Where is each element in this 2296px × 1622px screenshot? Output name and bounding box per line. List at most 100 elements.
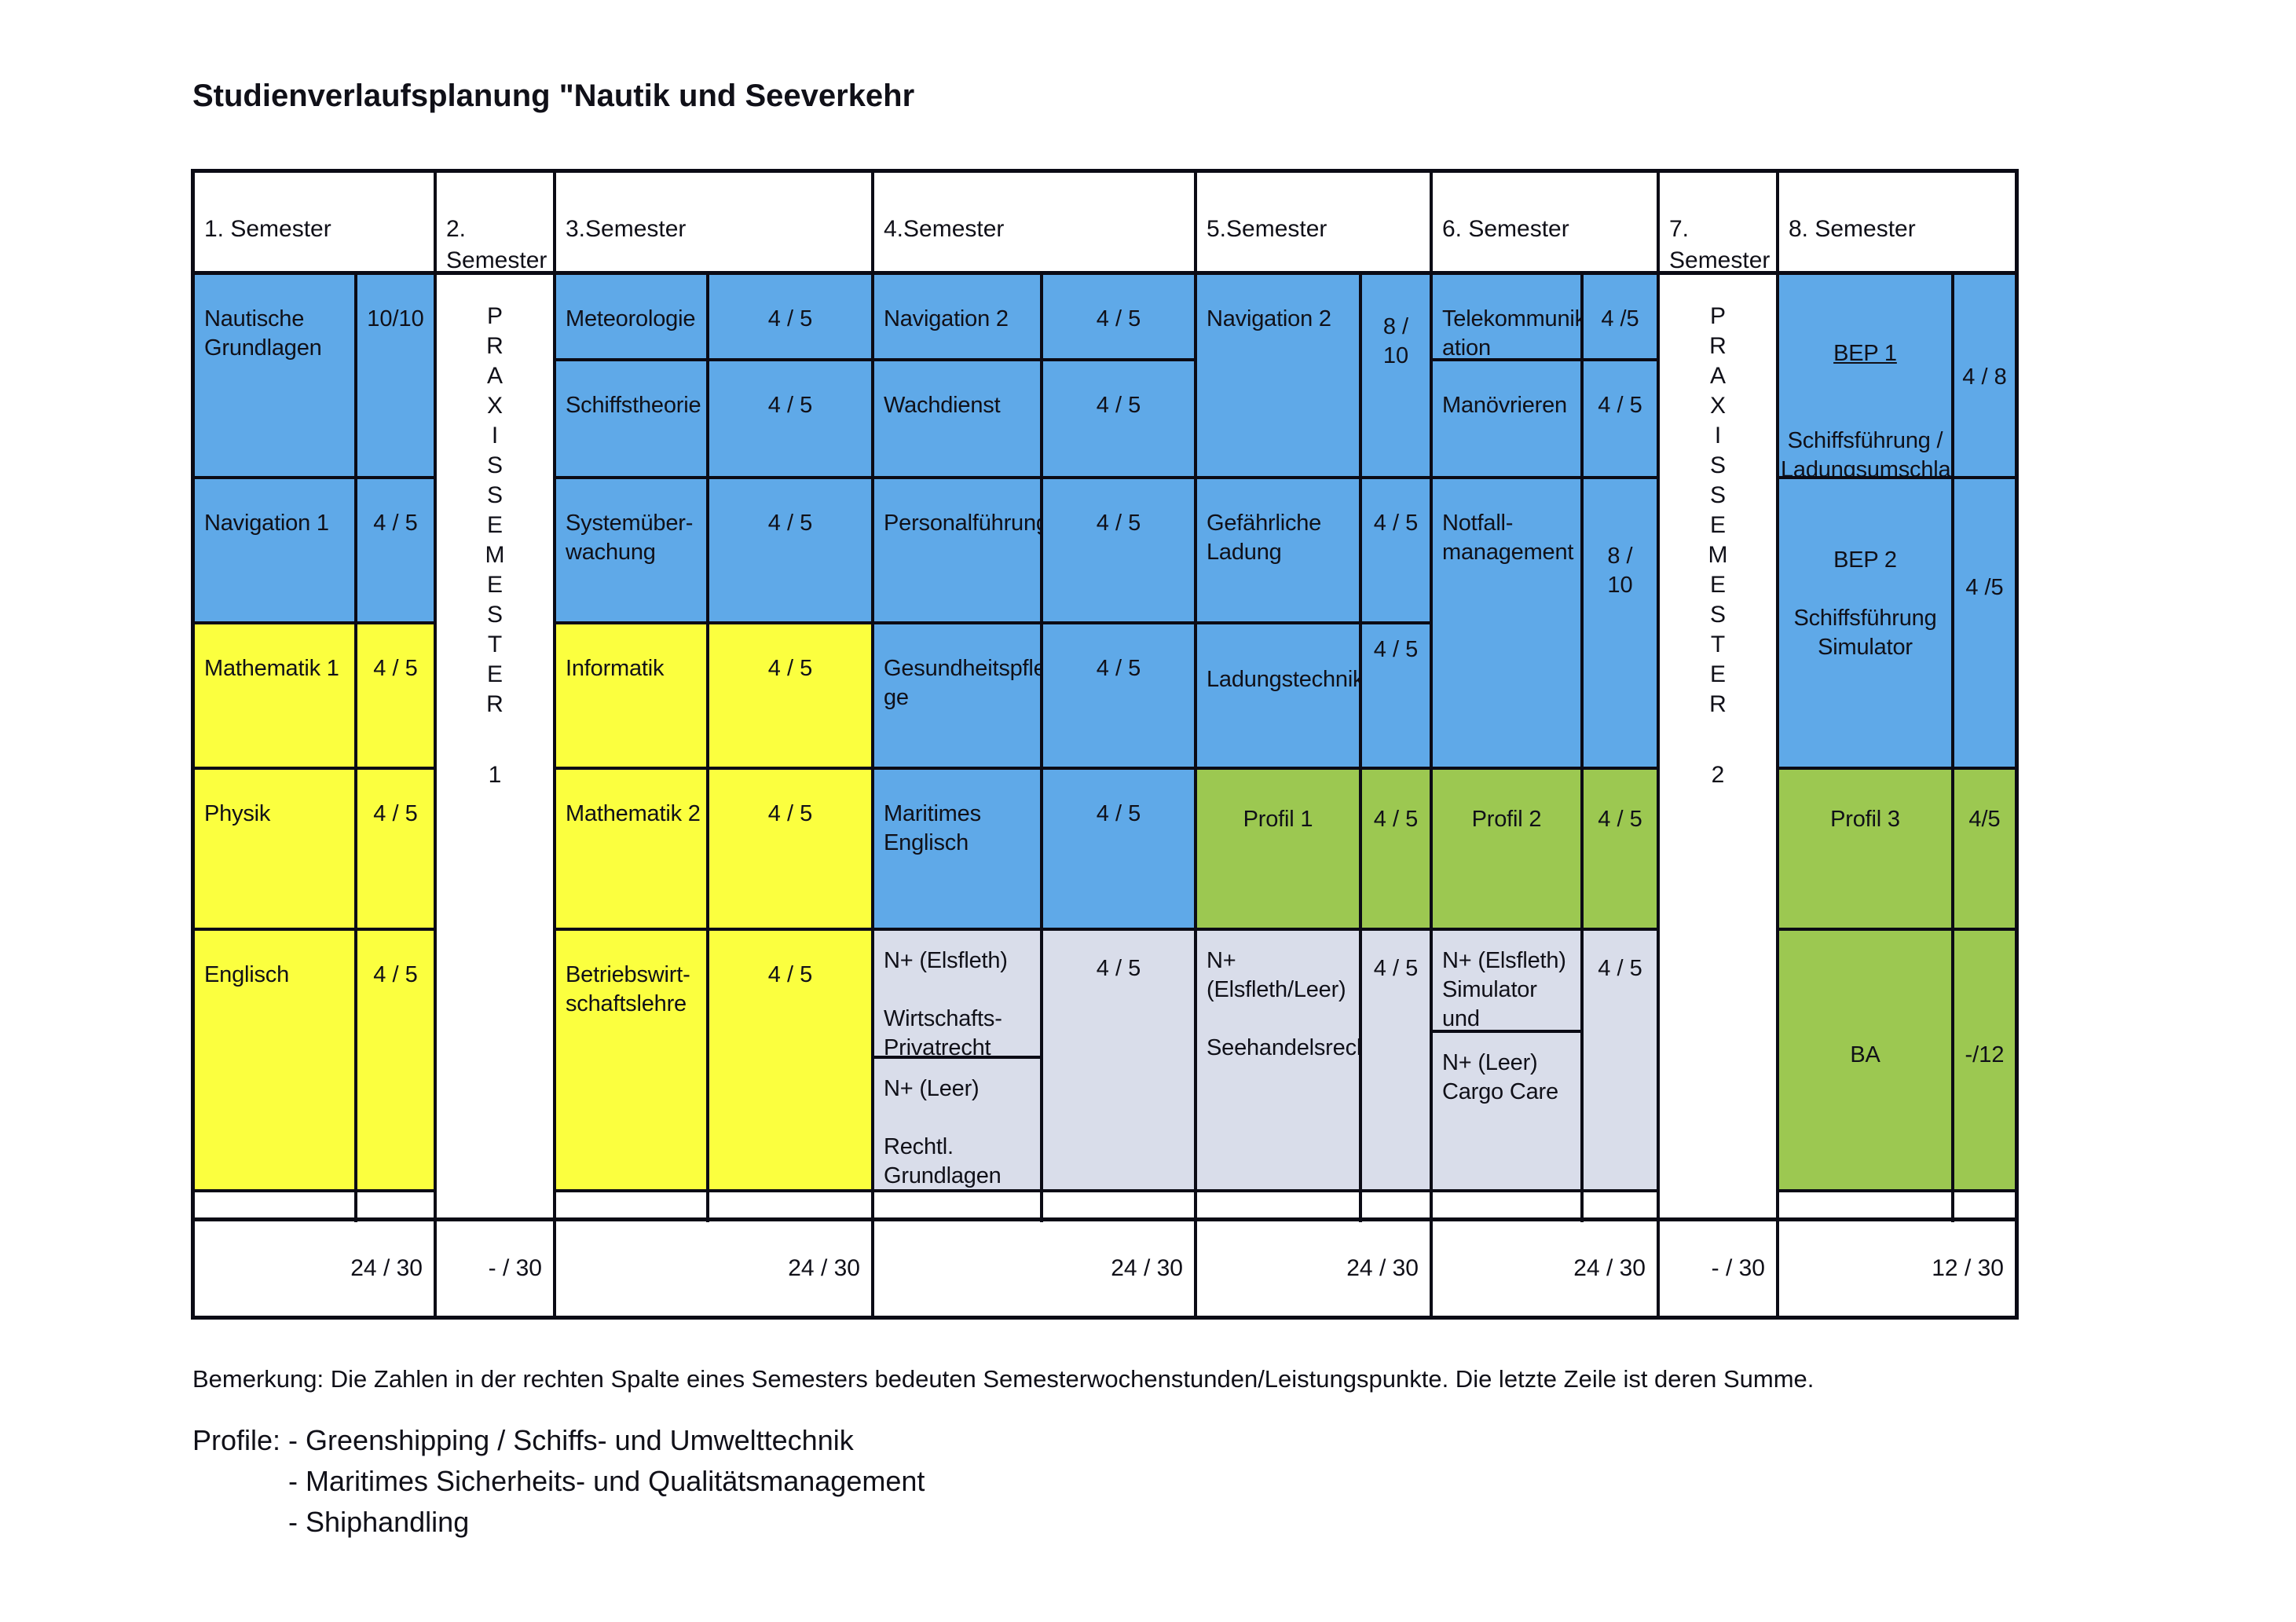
row-navigation-1: Navigation 1 4 / 5: [195, 479, 434, 624]
column-semester-7: 7. Semester P R A X I S S E M E S T E R …: [1660, 173, 1779, 1316]
row-profil-3: Profil 3 4/5: [1779, 770, 2015, 931]
praxissemester-2-number: 2: [1711, 762, 1725, 788]
row-nplus-simulator-cargo: N+ (Elsfleth) Simulator und Ausbildungsf…: [1433, 931, 1657, 1192]
praxissemester-2-letters: P R A X I S S E M E S T E R: [1708, 303, 1728, 717]
total-semester-8: 12 / 30: [1932, 1255, 2004, 1281]
cell-mathematik-1: Mathematik 1: [195, 624, 357, 767]
cell-praxissemester-1: P R A X I S S E M E S T E R 1: [437, 275, 553, 1221]
credits-maritimes-englisch: 4 / 5: [1043, 770, 1194, 928]
row-nautische-grundlagen: Nautische Grundlagen 10/10: [195, 275, 434, 479]
row-ba: BA -/12: [1779, 931, 2015, 1192]
credits-manoevrieren: 4 / 5: [1584, 361, 1657, 476]
spacer-row: [195, 1192, 434, 1222]
cell-gefaehrliche-ladung: Gefährliche Ladung: [1197, 479, 1362, 621]
column-semester-6: 6. Semester Telekommunik ation 4 /5 Manö…: [1433, 173, 1660, 1316]
praxissemester-1-number: 1: [488, 762, 502, 788]
spacer-row: [874, 1192, 1194, 1222]
remark-text: Bemerkung: Die Zahlen in der rechten Spa…: [192, 1365, 1814, 1393]
column-semester-8: 8. Semester BEP 1 Schiffsführung / Ladun…: [1779, 173, 2015, 1316]
cell-wachdienst: Wachdienst: [874, 361, 1043, 476]
profile-item-greenshipping: - Greenshipping / Schiffs- und Umwelttec…: [288, 1424, 854, 1456]
header-semester-8: 8. Semester: [1779, 173, 2015, 275]
praxissemester-1-letters: P R A X I S S E M E S T E R: [485, 303, 505, 717]
cell-profil-3: Profil 3: [1779, 770, 1954, 928]
spacer-row: [1433, 1192, 1657, 1222]
total-semester-6: 24 / 30: [1573, 1255, 1646, 1281]
profile-label: Profile:: [192, 1424, 281, 1456]
total-semester-4: 24 / 30: [1111, 1255, 1183, 1281]
cell-systemueberwachung: Systemüber- wachung: [556, 479, 709, 621]
credits-wachdienst: 4 / 5: [1043, 361, 1194, 476]
cell-englisch: Englisch: [195, 931, 357, 1189]
cell-navigation-1: Navigation 1: [195, 479, 357, 621]
profile-item-shiphandling: - Shiphandling: [288, 1506, 470, 1538]
credits-profil-3: 4/5: [1954, 770, 2015, 928]
row-manoevrieren: Manövrieren 4 / 5: [1433, 361, 1657, 479]
spacer-row: [556, 1192, 871, 1222]
credits-nplus-seehandelsrecht: 4 / 5: [1362, 931, 1430, 1189]
credits-gefaehrliche-ladung: 4 / 5: [1362, 479, 1430, 621]
cell-nplus-elsfleth-wirtschafts-privatrecht: N+ (Elsfleth) Wirtschafts- Privatrecht: [874, 931, 1040, 1059]
cell-profil-2: Profil 2: [1433, 770, 1584, 928]
cell-physik: Physik: [195, 770, 357, 928]
total-semester-1: 24 / 30: [350, 1255, 423, 1281]
row-profil-2: Profil 2 4 / 5: [1433, 770, 1657, 931]
credits-informatik: 4 / 5: [709, 624, 871, 767]
credits-navigation-1: 4 / 5: [357, 479, 434, 621]
header-semester-4: 4.Semester: [874, 173, 1194, 275]
credits-meteorologie: 4 / 5: [709, 275, 871, 358]
cell-personalfuehrung: Personalführung: [874, 479, 1043, 621]
credits-nplus-simulator-cargo: 4 / 5: [1584, 931, 1657, 1189]
study-plan-table: 1. Semester Nautische Grundlagen 10/10 N…: [191, 169, 2019, 1320]
column-semester-3: 3.Semester Meteorologie 4 / 5 Schiffsthe…: [556, 173, 874, 1316]
row-mathematik-2: Mathematik 2 4 / 5: [556, 770, 871, 931]
footnotes: Bemerkung: Die Zahlen in der rechten Spa…: [192, 1365, 1814, 1543]
cell-ba: BA: [1779, 931, 1954, 1189]
spacer-row: [1197, 1192, 1430, 1222]
header-semester-2: 2. Semester: [437, 173, 553, 275]
cell-nplus-elsfleth-simulator: N+ (Elsfleth) Simulator und Ausbildungsf…: [1433, 931, 1580, 1033]
credits-telekommunikation: 4 /5: [1584, 275, 1657, 358]
row-ladungstechnik: Ladungstechnik 4 / 5: [1197, 624, 1430, 770]
row-bep-2: BEP 2 Schiffsführung Simulator 4 /5: [1779, 479, 2015, 770]
row-physik: Physik 4 / 5: [195, 770, 434, 931]
cell-informatik: Informatik: [556, 624, 709, 767]
total-semester-2: - / 30: [488, 1255, 542, 1281]
cell-meteorologie: Meteorologie: [556, 275, 709, 358]
credits-physik: 4 / 5: [357, 770, 434, 928]
row-navigation-2: Navigation 2 4 / 5: [874, 275, 1194, 361]
cell-nplus-seehandelsrecht: N+ (Elsfleth/Leer) Seehandelsrecht: [1197, 931, 1362, 1189]
cell-profil-1: Profil 1: [1197, 770, 1362, 928]
credits-ladungstechnik: 4 / 5: [1362, 624, 1430, 767]
row-wachdienst: Wachdienst 4 / 5: [874, 361, 1194, 479]
row-betriebswirtschaftslehre: Betriebswirt- schaftslehre 4 / 5: [556, 931, 871, 1192]
row-schiffstheorie: Schiffstheorie 4 / 5: [556, 361, 871, 479]
credits-notfallmanagement: 8 / 10: [1584, 479, 1657, 767]
credits-gesundheitspflege: 4 / 5: [1043, 624, 1194, 767]
cell-bep-2: BEP 2 Schiffsführung Simulator: [1779, 479, 1954, 767]
cell-betriebswirtschaftslehre: Betriebswirt- schaftslehre: [556, 931, 709, 1189]
credits-schiffstheorie: 4 / 5: [709, 361, 871, 476]
cell-praxissemester-2: P R A X I S S E M E S T E R 2: [1660, 275, 1776, 1221]
credits-bep-1: 4 / 8: [1954, 275, 2015, 476]
column-semester-1: 1. Semester Nautische Grundlagen 10/10 N…: [195, 173, 437, 1316]
cell-notfallmanagement: Notfall- management: [1433, 479, 1584, 767]
total-semester-7: - / 30: [1711, 1255, 1765, 1281]
cell-manoevrieren: Manövrieren: [1433, 361, 1584, 476]
cell-nplus-leer-rechtl-grundlagen: N+ (Leer) Rechtl. Grundlagen: [874, 1059, 1040, 1189]
cell-nplus-leer-cargo-care: N+ (Leer) Cargo Care: [1433, 1033, 1580, 1189]
header-semester-7: 7. Semester: [1660, 173, 1776, 275]
profile-item-sicherheitsmanagement: - Maritimes Sicherheits- und Qualitätsma…: [288, 1465, 925, 1497]
header-semester-1: 1. Semester: [195, 173, 434, 275]
cell-bep-1: BEP 1 Schiffsführung / Ladungsumschla g …: [1779, 275, 1954, 476]
credits-englisch: 4 / 5: [357, 931, 434, 1189]
page-title: Studienverlaufsplanung "Nautik und Seeve…: [192, 79, 915, 113]
cell-schiffstheorie: Schiffstheorie: [556, 361, 709, 476]
row-systemueberwachung: Systemüber- wachung 4 / 5: [556, 479, 871, 624]
credits-bep-2: 4 /5: [1954, 479, 2015, 767]
credits-systemueberwachung: 4 / 5: [709, 479, 871, 621]
row-nplus-recht: N+ (Elsfleth) Wirtschafts- Privatrecht N…: [874, 931, 1194, 1192]
total-semester-3: 24 / 30: [788, 1255, 860, 1281]
cell-gesundheitspflege: Gesundheitspfle ge: [874, 624, 1043, 767]
credits-nplus-recht: 4 / 5: [1043, 931, 1194, 1189]
